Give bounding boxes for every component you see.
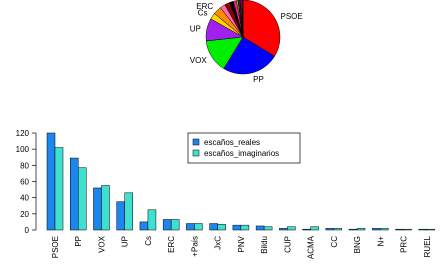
x-tick-label: PRC bbox=[400, 236, 409, 253]
bar bbox=[287, 226, 296, 231]
legend-swatch bbox=[192, 149, 200, 157]
legend-label: escaños_imaginarios bbox=[204, 149, 279, 158]
bar bbox=[310, 226, 319, 231]
bar bbox=[139, 221, 149, 231]
bar bbox=[69, 157, 79, 231]
bar bbox=[232, 224, 242, 231]
x-tick-label: CC bbox=[330, 236, 339, 248]
legend-label: escaños_reales bbox=[204, 138, 260, 147]
x-tick-label: +País bbox=[190, 236, 199, 257]
x-tick-label: ERC bbox=[167, 236, 176, 253]
pie-label: PSOE bbox=[280, 12, 302, 21]
y-tick-label: 120 bbox=[16, 129, 30, 138]
bar bbox=[186, 223, 195, 231]
x-tick-label: BNG bbox=[353, 236, 362, 253]
bar bbox=[380, 228, 389, 231]
x-tick-label: PNV bbox=[237, 235, 246, 252]
pie-slice bbox=[242, 0, 244, 38]
bar bbox=[333, 228, 343, 231]
bar bbox=[93, 187, 102, 231]
pie-label: UP bbox=[190, 24, 201, 33]
bar bbox=[356, 228, 366, 231]
pie-label: VOX bbox=[190, 56, 208, 65]
y-tick-label: 20 bbox=[20, 210, 29, 219]
bar bbox=[240, 224, 250, 231]
bar bbox=[217, 224, 226, 231]
legend-box bbox=[187, 132, 301, 164]
bar bbox=[426, 228, 436, 231]
bar bbox=[170, 219, 180, 231]
x-tick-label: PSOE bbox=[51, 236, 60, 258]
y-tick-label: 40 bbox=[20, 194, 29, 203]
bar bbox=[54, 147, 64, 231]
pie-label: Cs bbox=[198, 9, 208, 18]
bar bbox=[348, 228, 358, 231]
x-tick-label: Cs bbox=[144, 236, 153, 246]
bar bbox=[255, 225, 265, 231]
x-tick-label: UP bbox=[121, 236, 130, 247]
bar bbox=[372, 228, 381, 231]
x-tick-label: N+ bbox=[376, 236, 385, 247]
x-tick-label: ACMA bbox=[307, 235, 316, 259]
pie-slice bbox=[242, 0, 281, 57]
x-tick-label: JxC bbox=[214, 236, 223, 250]
bar bbox=[279, 228, 288, 231]
bar bbox=[325, 228, 335, 231]
x-tick-label: VOX bbox=[97, 235, 106, 253]
pie-label: PP bbox=[253, 75, 264, 84]
x-tick-label: CUP bbox=[283, 236, 292, 253]
pie-label: ERC bbox=[196, 2, 213, 11]
x-tick-label: PP bbox=[74, 236, 83, 247]
bar bbox=[116, 201, 125, 231]
bar bbox=[101, 185, 110, 231]
legend-swatch bbox=[192, 138, 200, 146]
bar bbox=[209, 223, 218, 231]
y-tick-label: 60 bbox=[20, 178, 29, 187]
y-tick-label: 80 bbox=[20, 161, 29, 170]
bar bbox=[124, 192, 133, 231]
bar bbox=[263, 226, 273, 231]
bar bbox=[147, 209, 157, 231]
bar bbox=[302, 228, 311, 231]
bar bbox=[403, 228, 412, 231]
bar bbox=[395, 228, 404, 231]
y-tick-label: 0 bbox=[25, 226, 30, 235]
x-tick-label: Bildu bbox=[260, 236, 269, 254]
pie-slice bbox=[223, 36, 275, 75]
bar bbox=[77, 167, 87, 231]
bar bbox=[418, 228, 428, 231]
bar bbox=[194, 223, 203, 231]
bar bbox=[162, 219, 172, 231]
y-tick-label: 100 bbox=[16, 145, 30, 154]
bar bbox=[46, 132, 56, 231]
x-tick-label: RUEL bbox=[423, 235, 432, 257]
